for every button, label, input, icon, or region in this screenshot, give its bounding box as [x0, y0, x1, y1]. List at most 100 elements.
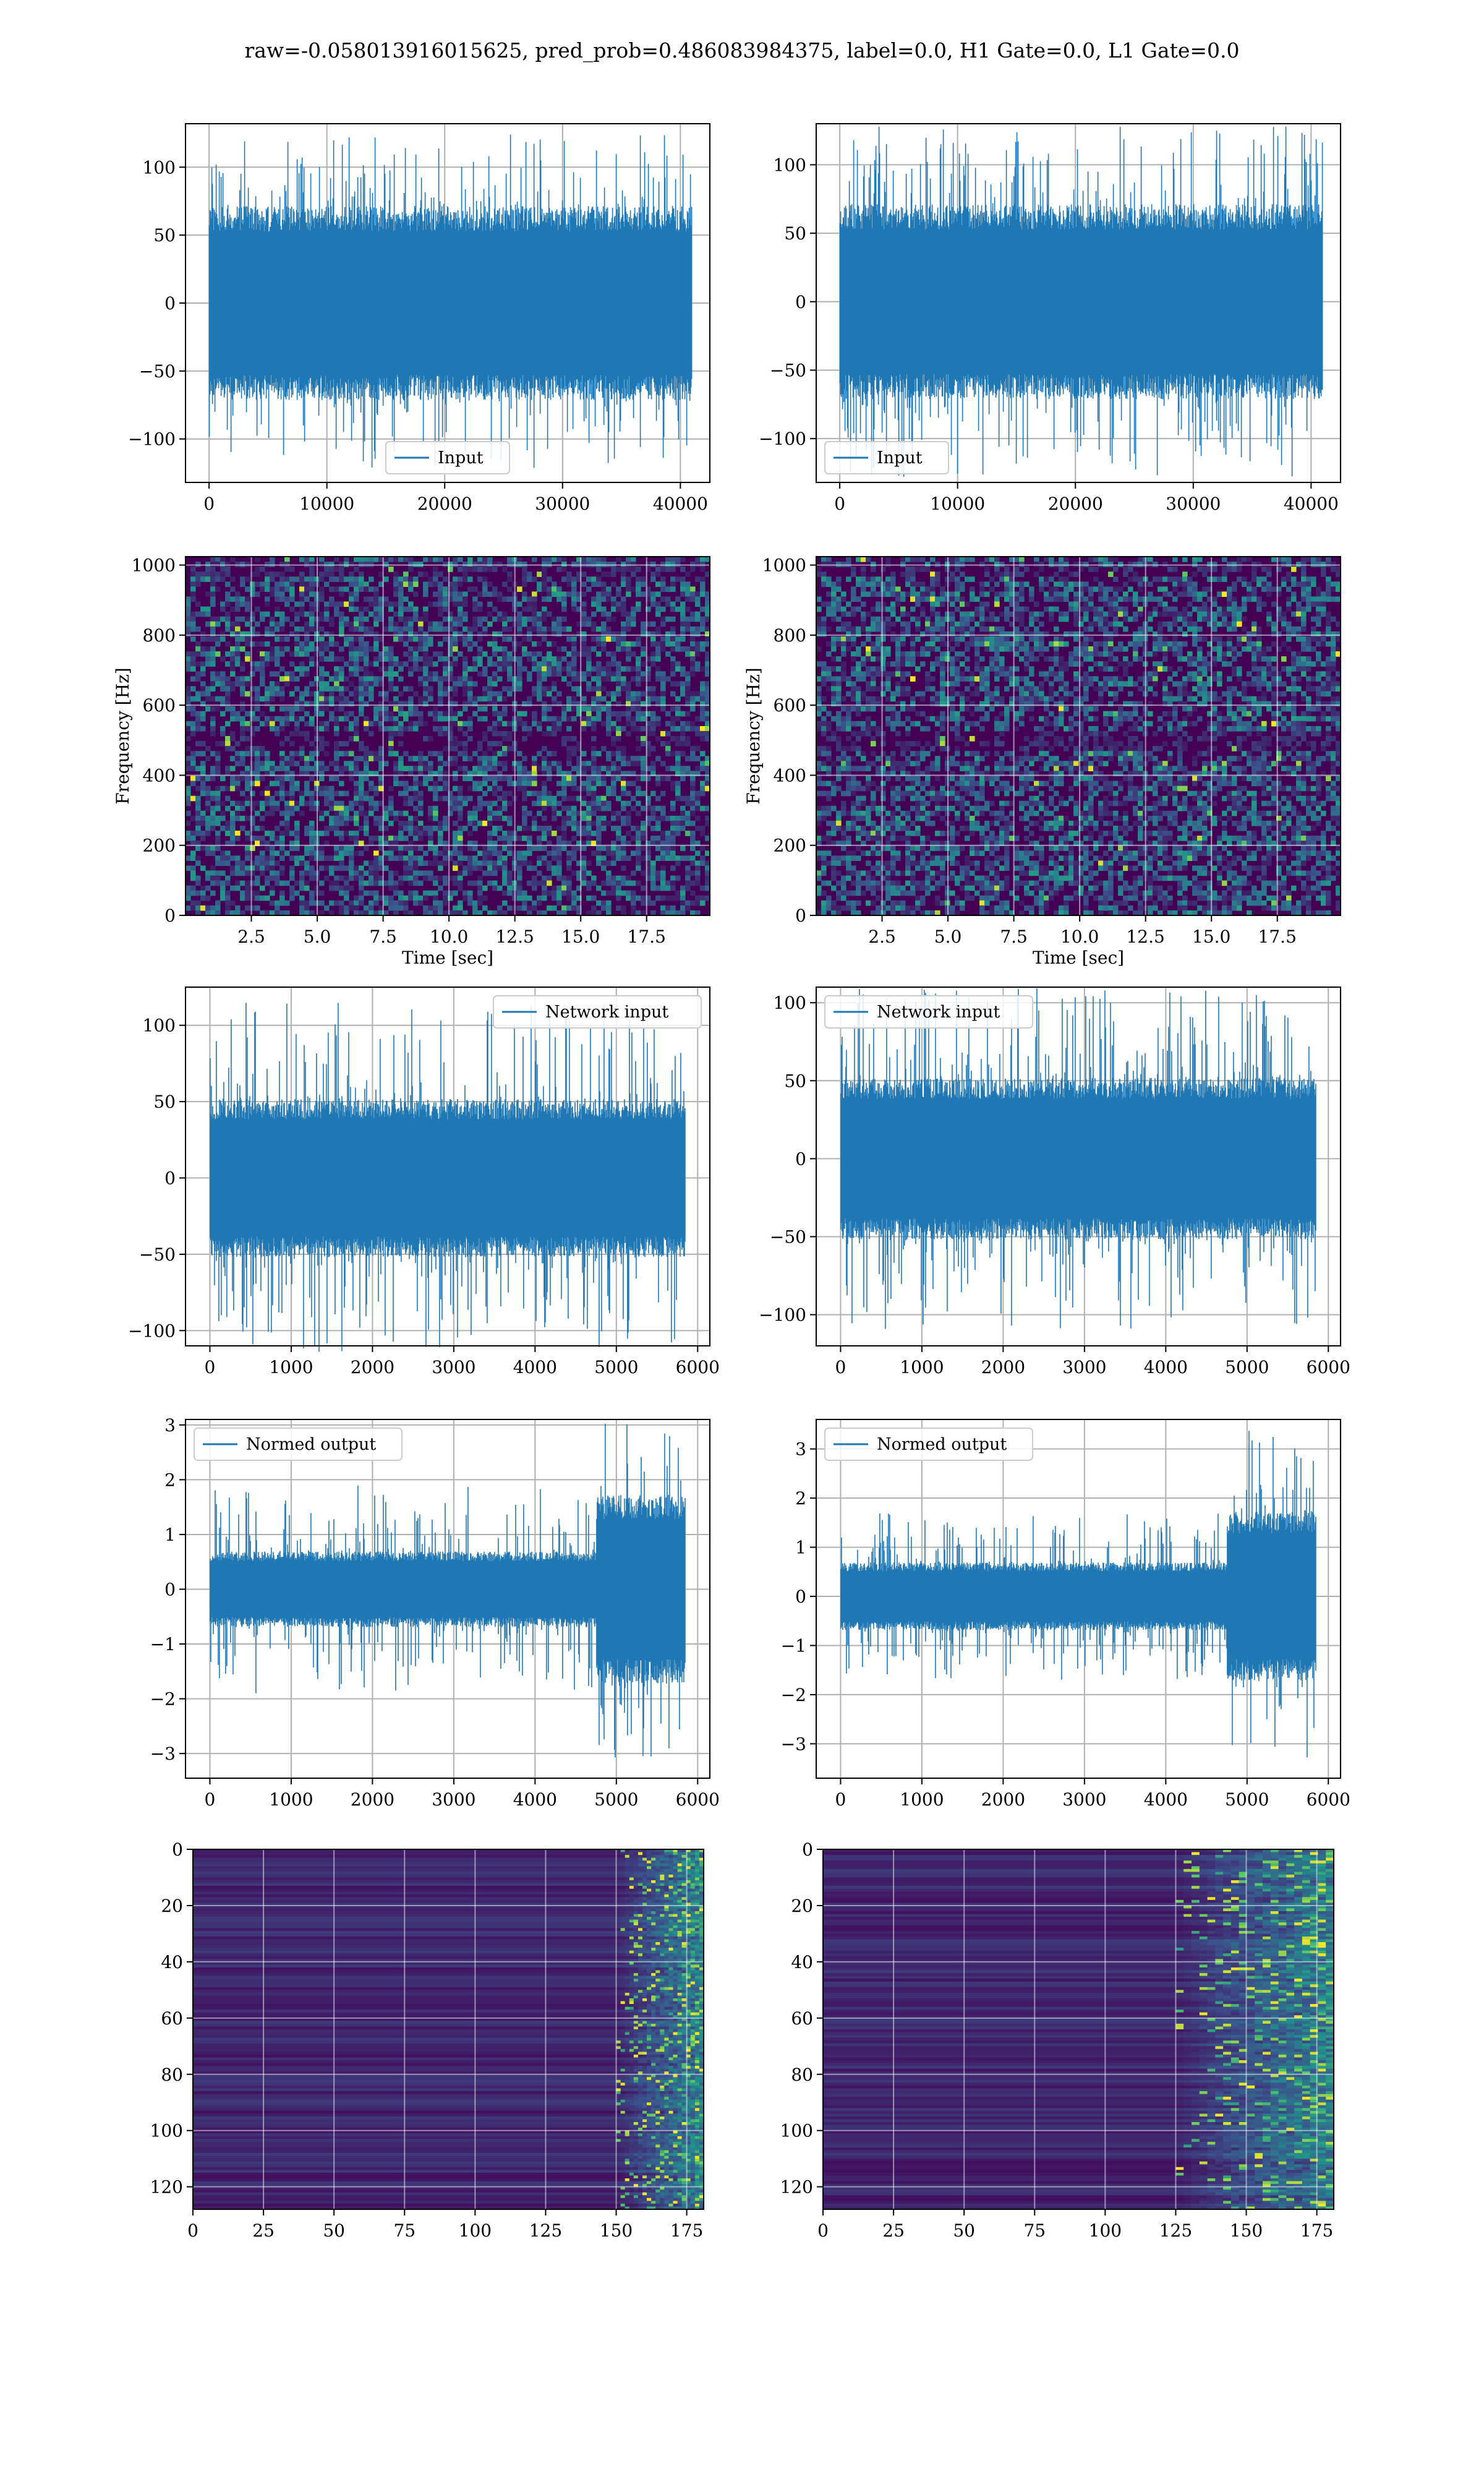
heatmap-cell	[522, 596, 527, 602]
heatmap-cell	[240, 646, 245, 652]
heatmap-cell	[492, 711, 498, 717]
heatmap-cell	[230, 776, 236, 782]
heatmap-cell	[611, 636, 616, 642]
heatmap-cell	[428, 581, 433, 587]
heatmap-cell	[532, 616, 537, 622]
heatmap-cell	[705, 820, 710, 826]
heatmap-cell	[319, 636, 325, 642]
heatmap-cell	[552, 890, 557, 896]
heatmap-cell	[388, 855, 394, 861]
heatmap-cell	[388, 836, 394, 841]
heatmap-cell	[497, 845, 503, 851]
heatmap-cell	[680, 626, 686, 632]
heatmap-cell	[576, 562, 582, 567]
heatmap-cell	[685, 905, 691, 911]
heatmap-cell	[606, 820, 612, 826]
heatmap-cell	[950, 562, 955, 567]
heatmap-cell	[621, 596, 626, 602]
heatmap-cell	[373, 601, 379, 607]
heatmap-cell	[660, 790, 666, 797]
heatmap-cell	[329, 586, 335, 592]
heatmap-cell	[304, 850, 310, 856]
heatmap-cell	[1078, 581, 1084, 587]
heatmap-cell	[275, 681, 280, 687]
heatmap-cell	[428, 826, 433, 831]
heatmap-cell	[641, 756, 646, 761]
heatmap-cell	[319, 686, 325, 692]
heatmap-cell	[970, 596, 975, 602]
heatmap-cell	[581, 562, 587, 567]
heatmap-cell	[626, 756, 631, 761]
heatmap-cell	[1064, 567, 1069, 572]
heatmap-cell	[527, 676, 532, 682]
heatmap-cell	[566, 581, 572, 587]
heatmap-cell	[359, 771, 364, 777]
heatmap-cell	[265, 631, 270, 637]
heatmap-cell	[413, 606, 419, 612]
heatmap-cell	[695, 795, 701, 802]
heatmap-cell	[334, 776, 339, 782]
heatmap-cell	[398, 701, 404, 707]
y-tick-label: 100	[143, 157, 176, 178]
heatmap-cell	[388, 726, 394, 732]
heatmap-cell	[960, 586, 965, 592]
heatmap-cell	[458, 721, 463, 727]
heatmap-cell	[250, 696, 255, 702]
heatmap-cell	[260, 696, 265, 702]
heatmap-cell	[240, 716, 245, 722]
heatmap-cell	[566, 841, 572, 846]
heatmap-cell	[1271, 557, 1277, 562]
heatmap-cell	[571, 746, 577, 751]
heatmap-cell	[581, 706, 587, 712]
heatmap-cell	[373, 865, 379, 871]
heatmap-cell	[359, 781, 364, 787]
heatmap-cell	[601, 766, 607, 771]
heatmap-cell	[334, 875, 339, 881]
heatmap-cell	[403, 641, 409, 647]
heatmap-cell	[522, 776, 527, 782]
heatmap-cell	[532, 845, 537, 851]
heatmap-cell	[225, 601, 231, 607]
heatmap-cell	[334, 831, 339, 836]
heatmap-cell	[398, 557, 404, 562]
heatmap-cell	[1059, 581, 1064, 587]
heatmap-cell	[527, 601, 532, 607]
heatmap-cell	[552, 831, 557, 836]
heatmap-cell	[279, 651, 285, 657]
heatmap-cell	[453, 741, 458, 747]
heatmap-cell	[324, 601, 330, 607]
heatmap-cell	[255, 606, 260, 612]
heatmap-cell	[186, 865, 191, 871]
heatmap-cell	[542, 676, 547, 682]
heatmap-cell	[556, 875, 562, 881]
heatmap-cell	[542, 631, 547, 637]
heatmap-cell	[364, 905, 369, 911]
heatmap-cell	[680, 900, 686, 906]
heatmap-cell	[547, 596, 552, 602]
heatmap-cell	[472, 701, 478, 707]
heatmap-cell	[542, 890, 547, 896]
heatmap-cell	[700, 730, 706, 737]
heatmap-cell	[359, 800, 364, 807]
heatmap-cell	[339, 741, 344, 747]
heatmap-cell	[388, 736, 394, 742]
heatmap-cell	[344, 686, 349, 692]
heatmap-cell	[195, 831, 201, 836]
heatmap-cell	[532, 596, 537, 602]
heatmap-cell	[299, 746, 305, 751]
x-tick-label: 10000	[299, 494, 354, 514]
heatmap-cell	[621, 756, 626, 761]
heatmap-cell	[1256, 596, 1262, 602]
heatmap-cell	[349, 800, 354, 807]
heatmap-cell	[596, 751, 602, 756]
heatmap-cell	[458, 790, 463, 797]
heatmap-cell	[448, 626, 453, 632]
heatmap-cell	[611, 567, 616, 572]
heatmap-cell	[1019, 591, 1025, 597]
heatmap-cell	[487, 845, 493, 851]
y-tick-label: −100	[759, 429, 806, 449]
heatmap-cell	[245, 795, 250, 802]
heatmap-cell	[284, 756, 290, 761]
heatmap-cell	[621, 676, 626, 682]
heatmap-cell	[596, 661, 602, 667]
